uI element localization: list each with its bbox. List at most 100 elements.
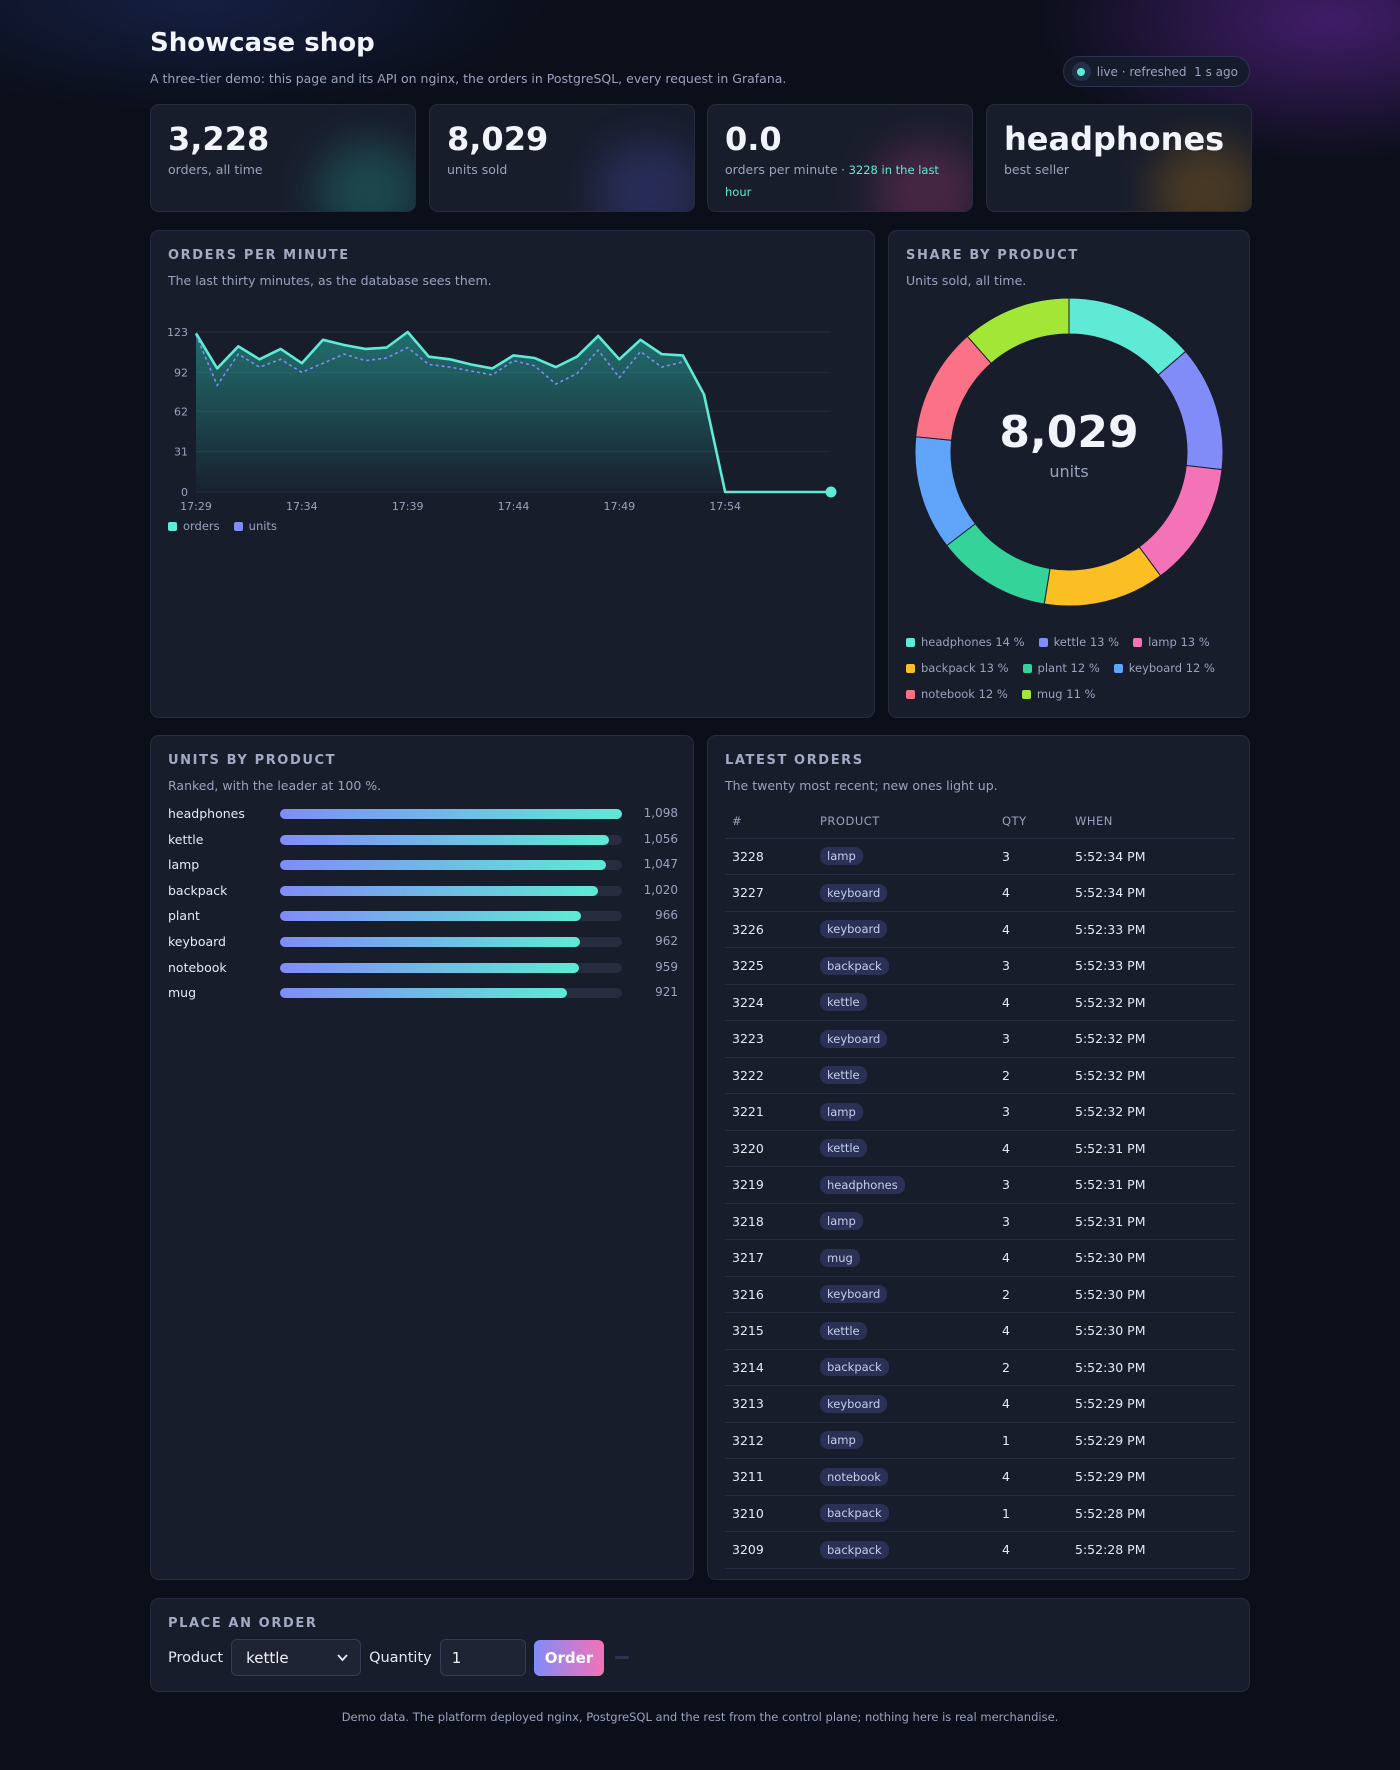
bar-label: keyboard	[168, 934, 226, 949]
donut-slice-notebook	[915, 335, 992, 441]
bar-label: mug	[168, 985, 197, 1001]
order-button[interactable]: Order	[533, 1639, 605, 1676]
legend-label: notebook 12 %	[921, 687, 1008, 701]
share-donut-chart: 8,029 units	[914, 297, 1224, 607]
product-cell: keyboard	[813, 911, 995, 948]
page: Showcase shop A three-tier demo: this pa…	[150, 0, 1252, 1724]
product-select[interactable]: kettle	[231, 1639, 362, 1676]
table-row: 3227 keyboard 4 5:52:34 PM	[725, 874, 1235, 912]
when-cell: 5:52:28 PM	[1068, 1531, 1235, 1569]
bar-label: kettle	[168, 831, 204, 847]
when-cell: 5:52:31 PM	[1068, 1203, 1235, 1240]
product-tag: kettle	[820, 1066, 867, 1085]
bar-track	[280, 834, 622, 845]
product-tag: lamp	[820, 1102, 863, 1121]
stat-card-orders: 3,228 orders, all time	[150, 104, 416, 212]
live-indicator-icon	[1071, 62, 1091, 81]
order-id-cell: 3220	[725, 1130, 813, 1167]
bar-value: 959	[655, 959, 678, 974]
table-row: 3216 keyboard 2 5:52:30 PM	[725, 1276, 1235, 1313]
orders-area	[196, 332, 831, 492]
donut-center-value: 8,029	[999, 407, 1138, 458]
product-tag: backpack	[820, 1504, 889, 1523]
stat-value: 3,228	[168, 120, 270, 158]
qty-cell: 3	[995, 1020, 1068, 1058]
product-tag: keyboard	[820, 1029, 888, 1048]
product-cell: keyboard	[813, 1385, 995, 1423]
bar-row-notebook: notebook 959	[168, 958, 678, 978]
bar-row-plant: plant 966	[168, 906, 678, 926]
x-tick-label: 17:44	[498, 500, 530, 513]
bar-value: 921	[655, 985, 678, 1000]
bar-label: plant	[168, 908, 200, 924]
table-header-row: # PRODUCT QTY WHEN	[725, 804, 1235, 839]
product-tag: backpack	[820, 956, 889, 975]
order-status-indicator	[615, 1656, 630, 1659]
order-id-cell: 3226	[725, 911, 813, 948]
legend-swatch	[906, 663, 915, 673]
legend-label: orders	[183, 519, 220, 533]
table-row: 3212 lamp 1 5:52:29 PM	[725, 1422, 1235, 1459]
product-tag: lamp	[820, 1431, 863, 1450]
product-cell: kettle	[813, 1312, 995, 1350]
table-row: 3228 lamp 3 5:52:34 PM	[725, 838, 1235, 875]
order-id-cell: 3223	[725, 1020, 813, 1058]
order-id-cell: 3221	[725, 1093, 813, 1131]
legend-swatch	[1038, 637, 1048, 647]
table-row: 3211 notebook 4 5:52:29 PM	[725, 1458, 1235, 1496]
when-cell: 5:52:34 PM	[1068, 874, 1235, 912]
qty-cell: 1	[995, 1495, 1068, 1532]
orders-per-minute-panel: ORDERS PER MINUTE The last thirty minute…	[150, 230, 875, 718]
stat-value: 0.0	[725, 120, 782, 158]
order-id-cell: 3218	[725, 1203, 813, 1240]
bar-label: backpack	[168, 882, 228, 898]
qty-cell: 2	[995, 1057, 1068, 1094]
product-cell: keyboard	[813, 874, 995, 912]
table-row: 3223 keyboard 3 5:52:32 PM	[725, 1020, 1235, 1058]
column-header-id: #	[725, 804, 813, 839]
bar-fill	[280, 834, 609, 845]
qty-cell: 1	[995, 1422, 1068, 1459]
share-by-product-panel: SHARE BY PRODUCT Units sold, all time. 8…	[888, 230, 1250, 718]
orders-table: # PRODUCT QTY WHEN 3228 lamp 3 5:52:34 PM 32…	[725, 804, 1235, 1569]
orders-chart-legend: orders units	[168, 513, 291, 539]
bar-fill	[280, 911, 581, 922]
y-tick-label: 31	[174, 446, 188, 459]
panel-title: SHARE BY PRODUCT	[906, 248, 1079, 263]
bar-track	[280, 911, 622, 922]
table-row: 3210 backpack 1 5:52:28 PM	[725, 1495, 1235, 1532]
panel-title: UNITS BY PRODUCT	[168, 753, 337, 768]
product-cell: backpack	[813, 1495, 995, 1532]
legend-item-notebook: notebook 12 %	[906, 681, 1008, 707]
product-cell: kettle	[813, 1057, 995, 1094]
qty-cell: 2	[995, 1276, 1068, 1313]
donut-center-label: units	[1049, 462, 1088, 481]
table-row: 3224 kettle 4 5:52:32 PM	[725, 984, 1235, 1021]
product-tag: mug	[820, 1248, 860, 1267]
product-cell: lamp	[813, 1422, 995, 1459]
product-tag: keyboard	[820, 920, 888, 939]
quantity-input[interactable]: 1	[439, 1639, 526, 1676]
bar-label: notebook	[168, 959, 227, 975]
legend-swatch	[1113, 663, 1123, 673]
qty-cell: 4	[995, 874, 1068, 912]
legend-item: units	[233, 513, 277, 539]
qty-cell: 4	[995, 911, 1068, 948]
legend-item-plant: plant 12 %	[1022, 655, 1100, 681]
legend-label: keyboard 12 %	[1128, 661, 1215, 675]
when-cell: 5:52:30 PM	[1068, 1276, 1235, 1313]
when-cell: 5:52:29 PM	[1068, 1458, 1235, 1496]
legend-label: headphones 14 %	[921, 635, 1025, 649]
x-tick-label: 17:54	[709, 500, 741, 513]
product-tag: kettle	[820, 1139, 867, 1158]
bar-fill	[280, 962, 579, 973]
when-cell: 5:52:31 PM	[1068, 1166, 1235, 1204]
qty-cell: 4	[995, 1531, 1068, 1569]
legend-swatch	[906, 637, 915, 647]
when-cell: 5:52:33 PM	[1068, 947, 1235, 985]
stat-label-text: orders per minute	[725, 162, 838, 177]
qty-cell: 3	[995, 838, 1068, 875]
order-id-cell: 3228	[725, 838, 813, 875]
product-cell: kettle	[813, 1130, 995, 1167]
stat-label: orders, all time	[168, 162, 263, 177]
